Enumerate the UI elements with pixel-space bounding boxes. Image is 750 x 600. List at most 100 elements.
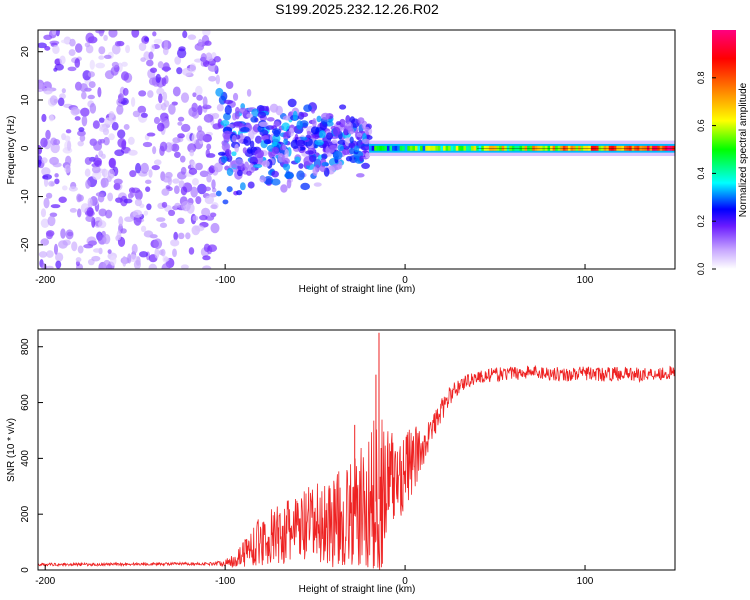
heatmap-cell	[64, 135, 71, 142]
heatmap-cell	[221, 142, 231, 152]
heatmap-cell	[177, 217, 185, 225]
heatmap-cell	[177, 232, 185, 240]
heatmap-cell	[448, 145, 452, 151]
heatmap-cell	[206, 56, 214, 62]
heatmap-cell	[86, 207, 94, 217]
heatmap-cell	[196, 130, 206, 142]
heatmap-cell	[339, 118, 346, 128]
heatmap-cell	[98, 220, 107, 229]
heatmap-cell	[38, 155, 43, 165]
heatmap-cell	[70, 106, 80, 116]
heatmap-cell	[98, 117, 105, 123]
heatmap-cell	[55, 260, 62, 269]
heatmap-cell	[134, 198, 143, 207]
heatmap-cell	[275, 105, 283, 116]
heatmap-cell	[282, 143, 287, 151]
heatmap-cell	[85, 179, 91, 189]
heatmap-cell	[226, 154, 233, 162]
heatmap-cell	[254, 149, 265, 159]
heatmap-cell	[123, 198, 133, 204]
heatmap-cell	[223, 112, 231, 121]
colorbar-tick-label: 0.6	[696, 119, 706, 132]
heatmap-cell	[205, 149, 211, 158]
heatmap-cell	[40, 208, 47, 218]
heatmap-cell	[191, 102, 198, 112]
heatmap-cell	[329, 144, 338, 151]
heatmap-cell	[54, 178, 60, 185]
heatmap-cell	[199, 170, 209, 178]
heatmap-cell	[38, 251, 48, 258]
heatmap-cell	[234, 111, 240, 120]
heatmap-cell	[133, 260, 141, 269]
heatmap-cell	[313, 158, 322, 169]
heatmap-cell	[216, 103, 224, 112]
heatmap-cell	[337, 144, 345, 152]
heatmap-cell	[225, 81, 234, 90]
heatmap-cell	[95, 30, 105, 34]
heatmap-cell	[180, 264, 189, 269]
heatmap-cell	[232, 92, 239, 101]
heatmap-cell	[64, 164, 71, 174]
heatmap-cell	[146, 203, 152, 211]
heatmap-cell	[97, 193, 105, 203]
heatmap-cell	[420, 145, 424, 151]
heatmap-cell	[163, 257, 170, 262]
heatmap-cell	[204, 195, 215, 205]
heatmap-cell	[138, 42, 147, 51]
heatmap-cell	[384, 145, 388, 151]
heatmap-cell	[113, 178, 123, 185]
heatmap-cell	[121, 61, 128, 67]
heatmap-cell	[402, 145, 406, 151]
heatmap-cell	[71, 241, 78, 252]
heatmap-cell	[122, 255, 127, 267]
heatmap-cell	[108, 157, 117, 169]
snr-y-tick-label: 600	[20, 394, 31, 411]
heatmap-cell	[251, 108, 259, 118]
heatmap-cell	[180, 92, 190, 103]
heatmap-cell	[144, 36, 149, 42]
heatmap-cell	[108, 111, 115, 119]
heatmap-cell	[60, 39, 71, 44]
heatmap-cell	[202, 255, 211, 261]
heatmap-cell	[172, 137, 181, 144]
heatmap-cell	[312, 166, 318, 177]
heatmap-cell	[450, 145, 454, 151]
heatmap-cell	[127, 253, 132, 264]
heatmap-cell	[195, 162, 203, 171]
heatmap-cell	[108, 133, 115, 141]
colorbar-tick-label: 0.4	[696, 167, 706, 180]
heatmap-cell	[163, 39, 169, 49]
heatmap-cell	[122, 87, 129, 96]
heatmap-cell	[66, 140, 72, 152]
heatmap-cell	[78, 127, 85, 132]
heatmap-cell	[181, 123, 191, 133]
heatmap-cell	[107, 249, 112, 254]
heatmap-cell	[156, 122, 165, 132]
heatmap-cell	[202, 30, 211, 37]
snr-x-tick-label: 0	[402, 576, 408, 587]
heatmap-cell	[104, 117, 114, 126]
heatmap-cell	[103, 136, 110, 146]
heatmap-cell	[243, 136, 252, 146]
heatmap-cell	[53, 138, 61, 146]
colorbar: 0.0 0.2 0.4 0.6 0.8 Normalized spectral ampl…	[696, 30, 749, 275]
heatmap-cell	[131, 243, 138, 254]
heatmap-cell	[312, 118, 317, 128]
heatmap-cell	[46, 231, 53, 240]
heatmap-cell	[49, 114, 55, 122]
heatmap-cell	[192, 215, 199, 222]
heatmap-cell	[226, 186, 233, 193]
heatmap-cell	[76, 193, 82, 203]
heatmap-cell	[176, 48, 187, 59]
heatmap-cell	[407, 145, 411, 151]
heatmap-cell	[125, 44, 131, 54]
heatmap-cell	[284, 172, 294, 179]
heatmap-cell	[283, 131, 289, 142]
heatmap-cell	[116, 230, 122, 241]
heatmap-cell	[54, 63, 64, 71]
heatmap-cell	[259, 175, 267, 183]
heatmap-cell	[332, 150, 343, 160]
heatmap-cell	[176, 67, 183, 75]
heatmap-cell	[222, 199, 229, 205]
